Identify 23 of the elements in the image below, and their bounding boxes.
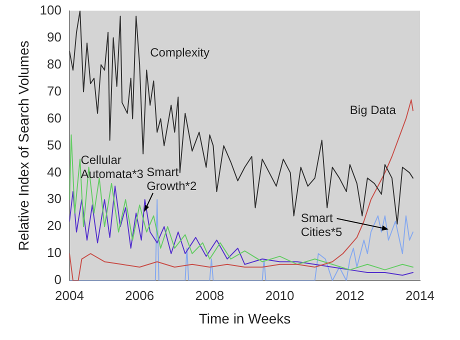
- y-axis-title: Relative Index of Search Volumes: [15, 40, 32, 251]
- x-tick-label: 2010: [265, 288, 294, 303]
- x-tick-label: 2008: [195, 288, 224, 303]
- y-tick-label: 80: [47, 56, 62, 72]
- y-tick-label: 50: [47, 137, 62, 152]
- y-tick-label: 60: [47, 110, 62, 126]
- x-tick-label: 2012: [335, 288, 364, 303]
- y-tick-label: 10: [47, 245, 62, 260]
- annotation: Big Data: [350, 102, 396, 117]
- y-tick-label: 100: [40, 2, 62, 18]
- y-tick-label: 40: [47, 164, 62, 180]
- annotation: Smart Cities*5: [300, 210, 342, 239]
- x-tick-label: 2006: [125, 288, 154, 303]
- x-tick-label: 2014: [406, 288, 434, 303]
- y-tick-label: 30: [47, 191, 62, 206]
- annotation: Smart Growth*2: [146, 164, 197, 193]
- y-tick-label: 90: [47, 29, 62, 44]
- y-tick-label: 70: [47, 83, 62, 98]
- x-axis-title: Time in Weeks: [198, 310, 291, 326]
- y-tick-label: 20: [47, 218, 62, 234]
- annotation: Complexity: [150, 45, 210, 60]
- x-tick-label: 2004: [55, 288, 84, 303]
- y-tick-label: 0: [54, 272, 62, 288]
